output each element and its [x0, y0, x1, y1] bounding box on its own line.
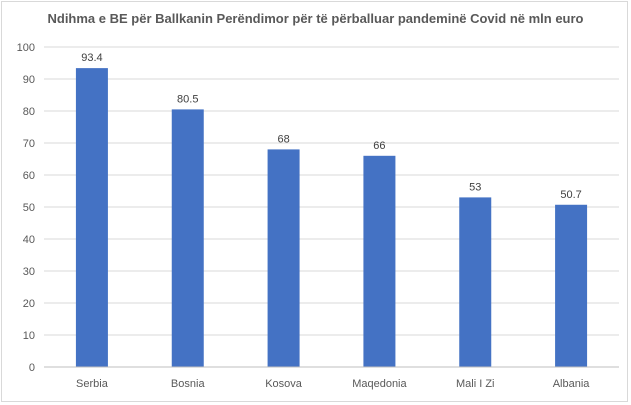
x-tick-label: Kosova: [265, 378, 303, 390]
x-tick-label: Maqedonia: [352, 378, 407, 390]
y-tick-label: 80: [23, 106, 35, 118]
bar-kosova: [267, 149, 300, 367]
bar-mali-i-zi: [459, 197, 492, 367]
grid-layer: [44, 46, 619, 336]
y-tick-label: 60: [23, 170, 35, 182]
x-tick-label: Albania: [553, 378, 591, 390]
y-tick-label: 100: [17, 42, 35, 54]
data-label: 53: [469, 181, 481, 193]
data-label: 50.7: [560, 189, 581, 201]
bar-serbia: [75, 68, 108, 368]
bar-albania: [555, 204, 588, 367]
y-tick-label: 70: [23, 138, 35, 150]
y-tick-label: 90: [23, 74, 35, 86]
x-tick-label: Serbia: [76, 378, 109, 390]
data-label: 68: [277, 133, 289, 145]
data-label: 80.5: [177, 93, 198, 105]
bar-bosnia: [171, 109, 204, 368]
y-tick-label: 50: [23, 202, 35, 214]
chart-title: Ndihma e BE për Ballkanin Perëndimor për…: [47, 11, 584, 26]
y-tick-label: 0: [29, 362, 35, 374]
bar-layer: [75, 68, 588, 368]
data-label: 66: [373, 140, 385, 152]
x-tick-label: Bosnia: [171, 378, 206, 390]
y-tick-label: 30: [23, 266, 35, 278]
y-tick-label: 40: [23, 234, 35, 246]
axis-layer: 0 10 20 30 40 50 60 70 80 90 100 Serbia Bosnia Kosova…: [17, 42, 619, 390]
label-layer: 93.4 80.5 68 66 53 50.7: [81, 52, 582, 201]
bar-maqedonia: [363, 155, 396, 367]
y-tick-label: 20: [23, 298, 35, 310]
data-label: 93.4: [81, 52, 102, 64]
y-tick-label: 10: [23, 330, 35, 342]
x-tick-label: Mali I Zi: [456, 378, 495, 390]
